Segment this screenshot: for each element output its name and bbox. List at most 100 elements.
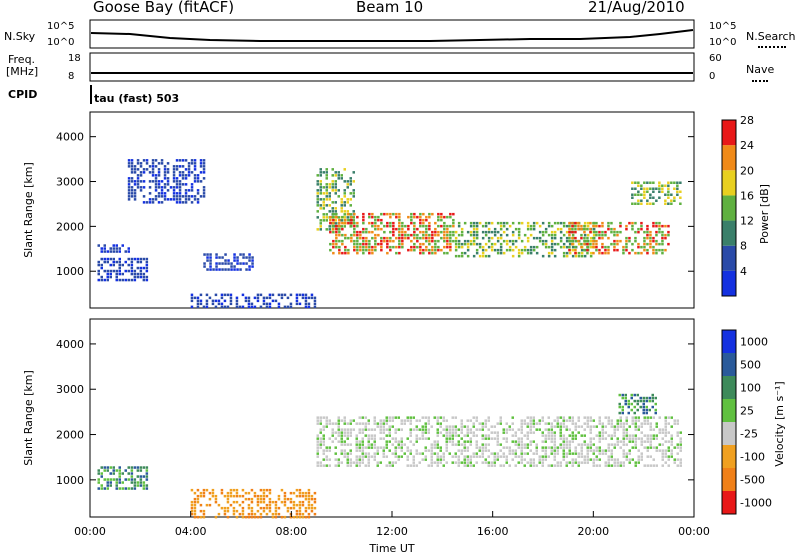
power-cell [634,236,637,240]
power-cell [395,215,398,219]
velocity-cell [646,419,649,422]
velocity-cell [556,449,559,452]
velocity-cell [340,431,343,434]
power-cell [341,242,344,246]
velocity-cell [523,434,526,437]
power-cell [127,159,131,162]
power-cell [251,262,254,265]
power-cell [334,207,337,210]
velocity-cell [580,455,583,458]
velocity-cell [610,449,613,452]
power-cell [196,198,200,201]
power-cell [196,296,200,300]
velocity-cell [556,422,559,425]
power-cell [487,227,491,231]
velocity-cell [484,422,487,425]
velocity-cell [349,458,352,461]
velocity-cell [388,425,391,428]
velocity-cell [475,428,478,431]
power-cell [236,256,239,259]
velocity-cell [367,428,370,431]
velocity-cell [433,443,436,446]
power-cell [398,215,401,219]
power-cell [490,230,494,234]
power-cell [136,177,140,180]
velocity-cell [460,422,463,425]
velocity-cell [274,509,278,513]
power-cell [380,218,383,222]
power-cell [184,177,188,180]
velocity-cell [667,416,670,419]
power-cell [607,251,610,255]
power-cell [190,296,194,300]
power-cell [295,293,299,297]
power-cell [331,186,334,189]
power-cell [235,299,239,303]
velocity-cell [406,449,409,452]
power-cell [371,248,374,252]
power-cell [392,224,395,228]
power-cell [583,233,587,237]
velocity-cell [565,464,568,467]
power-cell [652,236,655,240]
power-cell [526,221,530,225]
power-cell [151,171,155,174]
power-cell [211,299,215,303]
velocity-cell [316,437,319,440]
power-cell [541,221,545,225]
power-cell [190,186,194,189]
velocity-cell [343,452,346,455]
velocity-cell [475,416,478,419]
power-cell [344,245,347,249]
power-cell [398,221,401,225]
power-cell [628,251,631,255]
power-cell [532,227,536,231]
power-cell [181,165,185,168]
power-cell [112,269,115,273]
velocity-cell [490,425,493,428]
power-cell [592,221,595,225]
velocity-cell [667,458,670,461]
power-cell [304,305,308,309]
power-cell [613,230,616,234]
power-cell [446,227,449,231]
power-cell [661,242,664,246]
power-cell [392,239,395,243]
velocity-cell [241,509,245,513]
velocity-cell [253,512,257,516]
velocity-cell [640,422,643,425]
velocity-cell [394,437,397,440]
velocity-cell [343,449,346,452]
velocity-cell [424,446,427,449]
velocity-cell [373,455,376,458]
power-cell [203,262,206,265]
power-cell [419,224,422,228]
velocity-cell [454,461,457,464]
power-cell [340,177,343,180]
power-cell [121,244,124,247]
velocity-cell [205,503,209,507]
power-cell [466,248,470,252]
velocity-cell [391,464,394,467]
velocity-region [190,488,317,519]
velocity-cell [619,446,622,449]
velocity-cell [430,452,433,455]
velocity-cell [124,469,127,472]
velocity-cell [553,449,556,452]
power-cell [640,202,643,205]
power-cell [646,190,649,193]
velocity-cell [358,440,361,443]
velocity-cell [262,506,266,510]
power-cell [443,233,446,237]
velocity-cell [358,461,361,464]
velocity-cell [610,443,613,446]
velocity-cell [550,428,553,431]
velocity-cell [580,449,583,452]
velocity-cell [651,399,654,403]
power-cell [646,251,649,255]
power-cell [463,221,467,225]
power-cell [484,248,488,252]
velocity-cell [262,491,266,495]
velocity-cell [448,428,451,431]
power-cell [505,239,509,243]
